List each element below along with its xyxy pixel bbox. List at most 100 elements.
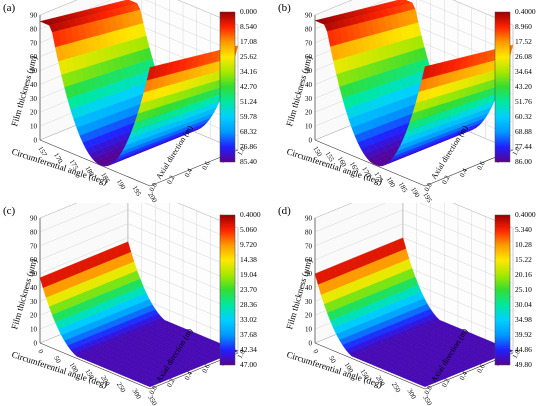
colorbar-tick-label: 47.00 — [240, 360, 257, 369]
x-tick-label: 0 — [36, 348, 45, 355]
y-tick-label: 0.2 — [165, 174, 176, 186]
z-tick-label: 80 — [30, 25, 38, 33]
z-tick-label: 80 — [305, 25, 313, 33]
colorbar-tick-label: 17.52 — [515, 37, 532, 46]
colorbar-tick-label: 77.44 — [515, 142, 532, 151]
x-tick-label: 180 — [385, 176, 397, 190]
x-tick-label: 185 — [397, 181, 409, 195]
y-tick-label: 1.0 — [511, 145, 522, 157]
colorbar-tick-label: 26.08 — [515, 52, 532, 61]
colorbar-tick-label: 60.32 — [515, 112, 532, 121]
colorbar-tick-label: 44.86 — [515, 345, 532, 354]
colorbar-tick-label: 19.04 — [240, 270, 257, 279]
colorbar-tick-label: 85.40 — [240, 157, 257, 166]
colorbar-tick-label: 34.98 — [515, 315, 532, 324]
colorbar-tick-label: 5.060 — [240, 225, 257, 234]
film-thickness-surface — [314, 0, 514, 167]
y-tick-label: 0.4 — [458, 167, 469, 179]
colorbar-tick-label: 0.4000 — [240, 210, 261, 219]
colorbar-tick-label: 34.64 — [515, 67, 532, 76]
colorbar-tick-label: 43.20 — [515, 82, 532, 91]
z-tick-label: 80 — [305, 228, 313, 236]
y-tick-label: 0.6 — [201, 362, 212, 374]
film-thickness-surface — [314, 237, 514, 387]
colorbar-tick-label: 25.62 — [240, 52, 257, 61]
x-tick-label: 250 — [115, 381, 127, 395]
colorbar — [219, 214, 236, 366]
z-tick-label: 40 — [305, 284, 313, 292]
z-tick-label: 70 — [305, 39, 313, 47]
z-tick-label: 90 — [30, 215, 38, 223]
colorbar — [219, 11, 236, 163]
colorbar-tick-label: 5.340 — [515, 225, 532, 234]
y-tick-label: 1.0 — [236, 145, 247, 157]
z-tick-label: 90 — [305, 12, 313, 20]
z-tick-label: 90 — [305, 215, 313, 223]
z-tick-label: 10 — [305, 326, 313, 334]
z-tick-label: 30 — [305, 95, 313, 103]
surface-plot: 0102030405060708090050100150200250300350… — [305, 203, 522, 406]
z-tick-label: 70 — [30, 39, 38, 47]
z-tick-label: 70 — [305, 242, 313, 250]
z-tick-label: 50 — [30, 67, 38, 75]
y-tick-label: 0.6 — [201, 159, 212, 171]
y-tick-label: 0.4 — [183, 167, 194, 179]
z-tick-label: 50 — [305, 67, 313, 75]
z-tick-label: 20 — [30, 109, 38, 117]
y-tick-label: 0.4 — [183, 370, 194, 382]
y-tick-label: 0.2 — [440, 174, 451, 186]
z-tick-label: 80 — [30, 228, 38, 236]
z-tick-label: 40 — [30, 284, 38, 292]
z-tick-label: 40 — [30, 81, 38, 89]
x-tick-label: 50 — [52, 355, 63, 365]
colorbar-tick-label: 15.22 — [515, 255, 532, 264]
z-tick-label: 0 — [34, 340, 38, 348]
y-tick-label: 0.6 — [476, 159, 487, 171]
x-tick-label: 300 — [406, 387, 418, 401]
chart-panel: 0 10 20 30 40 50 60 70 80 90 0 50 100 150 200 250 300 350… — [0, 203, 275, 406]
y-tick-label: 0.4 — [458, 370, 469, 382]
x-tick-label: 190 — [115, 178, 127, 192]
colorbar-tick-label: 30.04 — [515, 300, 532, 309]
x-tick-label: 50 — [327, 355, 338, 365]
panel-label: (c) — [3, 205, 16, 217]
y-tick-label: 0.0 — [423, 384, 434, 396]
colorbar-tick-label: 0.000 — [240, 7, 257, 16]
y-tick-label: 0.2 — [440, 377, 451, 389]
colorbar-tick-label: 34.16 — [240, 67, 257, 76]
z-tick-label: 0 — [309, 340, 313, 348]
colorbar-tick-label: 37.68 — [240, 330, 257, 339]
panel-label: (b) — [278, 2, 291, 14]
z-tick-label: 50 — [305, 270, 313, 278]
chart-panel: 0 10 20 30 40 50 60 70 80 90 157 170 175 180 185 190 195… — [0, 0, 275, 203]
z-tick-label: 90 — [30, 12, 38, 20]
x-tick-label: 195 — [131, 184, 143, 198]
x-tick-label: 350 — [421, 394, 433, 406]
colorbar-tick-label: 51.76 — [515, 97, 532, 106]
x-tick-label: 195 — [421, 191, 433, 203]
panel-label: (d) — [278, 205, 291, 217]
surface-plot: 0102030405060708090157170175180185190195… — [30, 0, 247, 203]
z-tick-label: 10 — [305, 123, 313, 131]
z-tick-label: 70 — [30, 242, 38, 250]
z-tick-label: 60 — [30, 256, 38, 264]
x-tick-label: 350 — [146, 394, 158, 406]
colorbar-tick-label: 14.38 — [240, 255, 257, 264]
colorbar — [494, 214, 511, 366]
z-tick-label: 10 — [30, 123, 38, 131]
y-tick-label: 0.0 — [148, 384, 159, 396]
z-tick-label: 0 — [309, 137, 313, 145]
film-thickness-surface — [39, 0, 239, 167]
z-tick-label: 30 — [30, 95, 38, 103]
colorbar-tick-label: 76.86 — [240, 142, 257, 151]
z-tick-label: 60 — [305, 53, 313, 61]
y-tick-label: 0.6 — [476, 362, 487, 374]
y-tick-label: 0.0 — [148, 181, 159, 193]
z-tick-label: 20 — [30, 312, 38, 320]
colorbar-tick-label: 42.34 — [240, 345, 257, 354]
z-tick-label: 60 — [305, 256, 313, 264]
z-tick-label: 40 — [305, 81, 313, 89]
colorbar-tick-label: 17.08 — [240, 37, 257, 46]
colorbar-tick-label: 42.70 — [240, 82, 257, 91]
colorbar-tick-label: 51.24 — [240, 97, 257, 106]
